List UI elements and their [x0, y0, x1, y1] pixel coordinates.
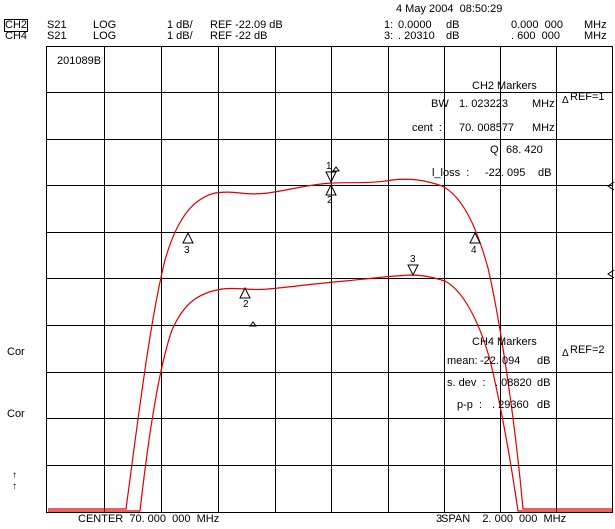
ch2-bw-label: BW [431, 98, 449, 110]
ch2-marker-1-delta [325, 171, 337, 184]
ch2-bw-unit: MHz [532, 98, 555, 110]
ch2-markers-title: CH2 Markers [472, 80, 537, 92]
ch2-marker-1-label: 1 [326, 161, 332, 172]
ch4-scale: 1 dB/ [167, 30, 193, 42]
small-delta-4 [249, 321, 257, 327]
ch2-marker-3-delta [182, 231, 194, 244]
ch2-bw-value: 1. 023223 [459, 98, 508, 110]
ch4-marker-2-delta [239, 286, 251, 299]
ch4-format: LOG [93, 30, 117, 42]
ch4-param: S21 [47, 30, 67, 42]
ch2-ref: REF -22.09 dB [210, 19, 283, 31]
marker1-freq: 0.000 000 [511, 19, 563, 31]
ch2-loss-unit: dB [538, 167, 552, 179]
ch4-pp-label: p-p : [457, 399, 483, 411]
marker-symbols [182, 166, 481, 327]
ch4-mean-label: mean: [447, 355, 478, 367]
ch4-pp-value: . 29360 [492, 399, 529, 411]
ch2-cent-label: cent : [412, 122, 442, 134]
ch2-marker-2-label: 2 [327, 195, 333, 206]
ch2-marker-2-delta [325, 183, 337, 196]
center-frequency: CENTER 70. 000 000 MHz [78, 513, 220, 525]
ch4-sdev-label: s. dev : [447, 377, 486, 389]
cor-label-2: Cor [7, 408, 25, 420]
marker3-unit: dB [446, 30, 460, 42]
ch2-loss-value: -22. 095 [485, 167, 526, 179]
ch4-mean-unit: dB [537, 355, 551, 367]
ch2-trace [48, 178, 612, 510]
marker1-freq-unit: MHz [584, 19, 607, 31]
ch2-marker-3-label: 3 [184, 245, 190, 256]
cor-label-1: Cor [7, 346, 25, 358]
span-marker: 3 [436, 513, 443, 525]
ref2-delta: Δ [562, 348, 569, 359]
ch4-pp-unit: dB [537, 399, 551, 411]
ch4-label[interactable]: CH4 [5, 30, 28, 42]
up-arrow-icon-2: ↑ [12, 481, 17, 492]
ch4-marker-2-label: 2 [243, 299, 249, 310]
ch2-loss-label: l_loss : [432, 167, 470, 179]
ch2-scale: 1 dB/ [167, 19, 193, 31]
ref1-delta: Δ [562, 95, 569, 106]
ch2-q-value: 68. 420 [506, 144, 543, 156]
ch4-trace [48, 274, 612, 512]
ch4-markers-title: CH4 Markers [472, 336, 537, 348]
ch2-marker-4-delta [469, 231, 481, 244]
marker1-value: 0.0000 [398, 19, 432, 31]
ref1-label: REF=1 [570, 91, 605, 103]
ch4-mean-value: -22. 094 [480, 355, 521, 367]
ch4-marker-3-delta [407, 264, 419, 277]
ch4-sdev-value: . 08820 [495, 377, 532, 389]
graticule [46, 46, 613, 513]
ch2-param: S21 [47, 19, 67, 31]
marker1-id: 1: [384, 19, 394, 31]
ref2-label: REF=2 [570, 344, 605, 356]
timestamp: 4 May 2004 08:50:29 [396, 3, 503, 15]
ch4-marker-3-label: 3 [410, 254, 416, 265]
marker3-id: 3: [384, 30, 394, 42]
marker1-unit: dB [446, 19, 460, 31]
up-arrow-icon-1: ↑ [12, 470, 17, 481]
ch2-cent-value: 70. 008577 [459, 122, 515, 134]
ch2-format: LOG [93, 19, 117, 31]
ch4-sdev-unit: dB [537, 377, 551, 389]
ch2-marker-4-label: 4 [471, 245, 477, 256]
ch2-cent-unit: MHz [532, 122, 555, 134]
marker3-freq-unit: MHz [584, 30, 607, 42]
marker3-value: . 20310 [398, 30, 435, 42]
ch2-q-label: Q [490, 144, 499, 156]
span-frequency: SPAN 2. 000 000 MHz [441, 513, 567, 525]
ch2-label[interactable]: CH2 [3, 19, 29, 32]
plot-title-box: 201089B [57, 55, 102, 67]
marker3-freq: . 600 000 [511, 30, 560, 42]
edge-arrows [607, 181, 615, 279]
ch4-ref: REF -22 dB [210, 30, 268, 42]
small-delta-1 [332, 166, 340, 172]
